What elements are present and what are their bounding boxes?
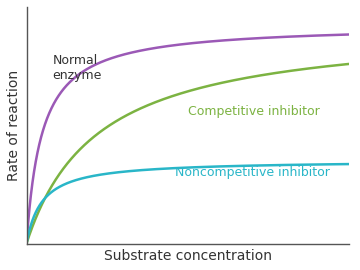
Text: Competitive inhibitor: Competitive inhibitor bbox=[188, 104, 319, 117]
Y-axis label: Rate of reaction: Rate of reaction bbox=[7, 70, 21, 181]
Text: Noncompetitive inhibitor: Noncompetitive inhibitor bbox=[175, 166, 330, 179]
X-axis label: Substrate concentration: Substrate concentration bbox=[104, 249, 272, 263]
Text: Normal
enzyme: Normal enzyme bbox=[52, 54, 102, 82]
